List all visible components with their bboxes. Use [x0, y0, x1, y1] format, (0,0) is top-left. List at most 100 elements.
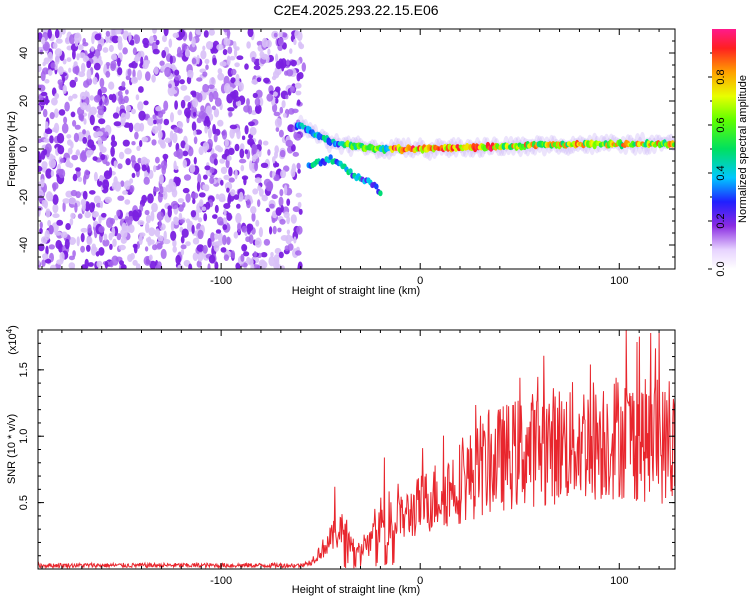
noise-blob — [271, 75, 277, 81]
noise-blob — [296, 162, 301, 170]
noise-blob — [98, 247, 105, 256]
noise-blob — [223, 203, 231, 209]
noise-blob — [236, 55, 244, 60]
noise-blob — [255, 219, 260, 227]
y-tick-label: 1.0 — [18, 429, 30, 444]
noise-blob — [132, 210, 140, 222]
noise-blob — [132, 243, 138, 249]
noise-blob — [49, 135, 54, 144]
noise-blob — [164, 66, 172, 78]
snr-panel: -100 0 100 0.5 1.0 1.5 Height of straight li… — [5, 325, 676, 596]
noise-blob — [278, 251, 284, 259]
colorbar-gradient — [712, 29, 736, 269]
noise-blob — [254, 237, 262, 248]
noise-blob — [104, 196, 112, 203]
noise-blob — [293, 236, 297, 244]
y-tick-label: 1.5 — [18, 362, 30, 377]
noise-blob — [41, 259, 46, 267]
noise-blob — [80, 102, 88, 111]
noise-blob — [273, 111, 281, 117]
noise-blob — [239, 148, 245, 159]
noise-blob — [278, 37, 284, 47]
noise-blob — [177, 264, 184, 269]
noise-blob — [89, 95, 95, 101]
noise-blob — [155, 264, 163, 269]
noise-blob — [244, 194, 253, 202]
noise-blob — [220, 166, 228, 175]
noise-blob — [148, 227, 156, 237]
noise-blob — [42, 149, 48, 156]
noise-blob — [51, 182, 59, 190]
noise-blob — [68, 197, 77, 205]
noise-blob — [150, 210, 155, 222]
noise-blob — [246, 98, 250, 107]
noise-blob — [191, 36, 196, 48]
noise-blob — [151, 202, 158, 213]
noise-blob — [45, 168, 53, 179]
noise-blob — [117, 90, 123, 97]
noise-blob — [227, 147, 235, 156]
noise-blob — [180, 84, 188, 91]
noise-blob — [104, 261, 109, 269]
noise-blob — [56, 259, 64, 265]
noise-blob — [91, 211, 100, 218]
noise-blob — [192, 198, 196, 205]
noise-blob — [120, 98, 126, 105]
noise-blob — [50, 170, 55, 177]
noise-blob — [40, 178, 45, 188]
noise-blob — [138, 86, 144, 93]
noise-blob — [72, 173, 78, 182]
noise-blob — [192, 97, 199, 108]
noise-blob — [207, 84, 215, 90]
noise-blob — [122, 139, 130, 147]
noise-blob — [252, 188, 259, 195]
noise-blob — [62, 198, 70, 204]
noise-blob — [234, 62, 240, 68]
x-tick-label: 0 — [417, 275, 423, 287]
noise-blob — [182, 159, 187, 169]
noise-blob — [219, 158, 226, 164]
noise-blob — [141, 164, 147, 172]
noise-blob — [238, 158, 247, 164]
noise-blob — [152, 29, 157, 34]
noise-blob — [252, 264, 260, 269]
noise-blob — [108, 94, 114, 101]
y-tick-label: 40 — [18, 47, 30, 59]
y-tick-label: 0 — [18, 146, 30, 152]
noise-blob — [290, 214, 297, 224]
x-tick-label: -100 — [210, 275, 232, 287]
noise-blob — [86, 68, 92, 80]
noise-blob — [97, 43, 103, 52]
noise-blob — [156, 211, 164, 221]
noise-blob — [209, 77, 216, 87]
noise-blob — [212, 57, 217, 66]
noise-blob — [93, 195, 101, 204]
noise-blob — [44, 128, 53, 135]
noise-blob — [155, 39, 160, 46]
noise-blob — [41, 199, 47, 207]
noise-blob — [109, 218, 116, 225]
noise-blob — [196, 244, 205, 252]
noise-blob — [163, 29, 169, 37]
noise-blob — [92, 76, 98, 85]
noise-blob — [51, 97, 58, 106]
noise-blob — [163, 230, 167, 241]
noise-blob — [301, 62, 306, 72]
noise-blob — [173, 150, 181, 158]
noise-blob — [157, 235, 164, 242]
noise-blob — [234, 143, 240, 152]
noise-blob — [295, 90, 302, 96]
noise-blob — [82, 129, 86, 135]
noise-blob — [124, 216, 130, 223]
noise-blob — [57, 145, 65, 155]
noise-blob — [168, 38, 173, 48]
noise-blob — [246, 41, 251, 49]
y-tick-label: 0.5 — [18, 495, 30, 510]
noise-blob — [198, 146, 204, 156]
noise-blob — [217, 232, 223, 243]
noise-blob — [297, 264, 303, 269]
noise-blob — [173, 216, 179, 223]
noise-blob — [251, 79, 259, 85]
noise-blob — [49, 112, 55, 120]
